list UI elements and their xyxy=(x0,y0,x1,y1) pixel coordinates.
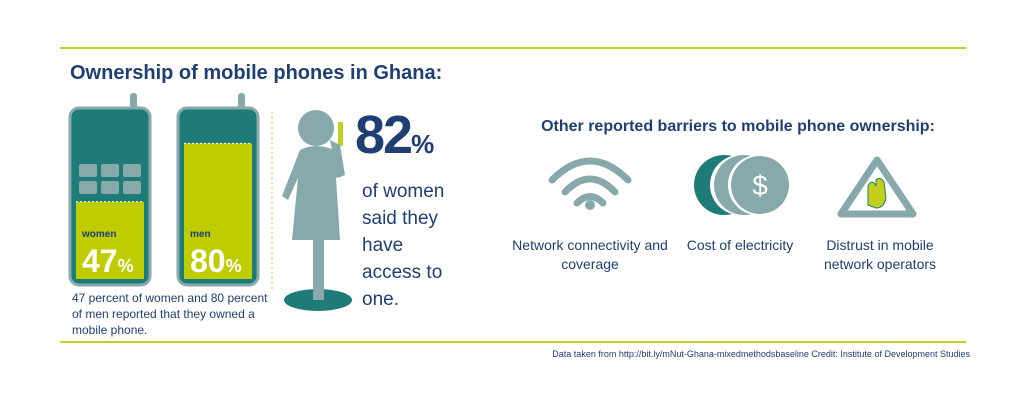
key xyxy=(123,164,141,177)
barrier-label: Network connectivity and coverage xyxy=(512,237,668,272)
woman-figure xyxy=(282,110,352,311)
barriers-title: Other reported barriers to mobile phone … xyxy=(541,118,935,135)
title: Ownership of mobile phones in Ghana: xyxy=(70,62,443,84)
phone-percent: 47 xyxy=(82,243,118,279)
key xyxy=(79,164,97,177)
phone-value: 47% xyxy=(82,243,134,279)
percent-sign: % xyxy=(118,256,134,276)
key xyxy=(101,164,119,177)
coins-icon: $ xyxy=(694,155,789,215)
percent-sign: % xyxy=(411,129,435,159)
barrier-label: Cost of electricity xyxy=(686,237,794,253)
phone-label: women xyxy=(81,229,116,240)
access-figure: 82% xyxy=(355,104,434,166)
phone-label: men xyxy=(190,229,211,240)
phones: women 47% men 80% xyxy=(68,93,260,287)
access-text: of women said they have access to one. xyxy=(362,181,445,310)
phone-percent: 80 xyxy=(190,243,226,279)
key xyxy=(79,181,97,194)
wifi-icon xyxy=(548,157,632,210)
coin-symbol: $ xyxy=(752,170,768,201)
key xyxy=(123,181,141,194)
warning-icon xyxy=(837,156,917,218)
percent-sign: % xyxy=(226,256,242,276)
access-value: 82 xyxy=(355,105,413,165)
phone-fill xyxy=(184,143,252,279)
key xyxy=(101,181,119,194)
phones-caption: 47 percent of women and 80 percent of me… xyxy=(72,291,268,337)
phone-fill xyxy=(76,201,144,279)
source: Data taken from http://bit.ly/mNut-Ghana… xyxy=(552,349,970,359)
phone-value: 80% xyxy=(190,243,242,279)
barrier-label: Distrust in mobile network operators xyxy=(823,237,937,272)
